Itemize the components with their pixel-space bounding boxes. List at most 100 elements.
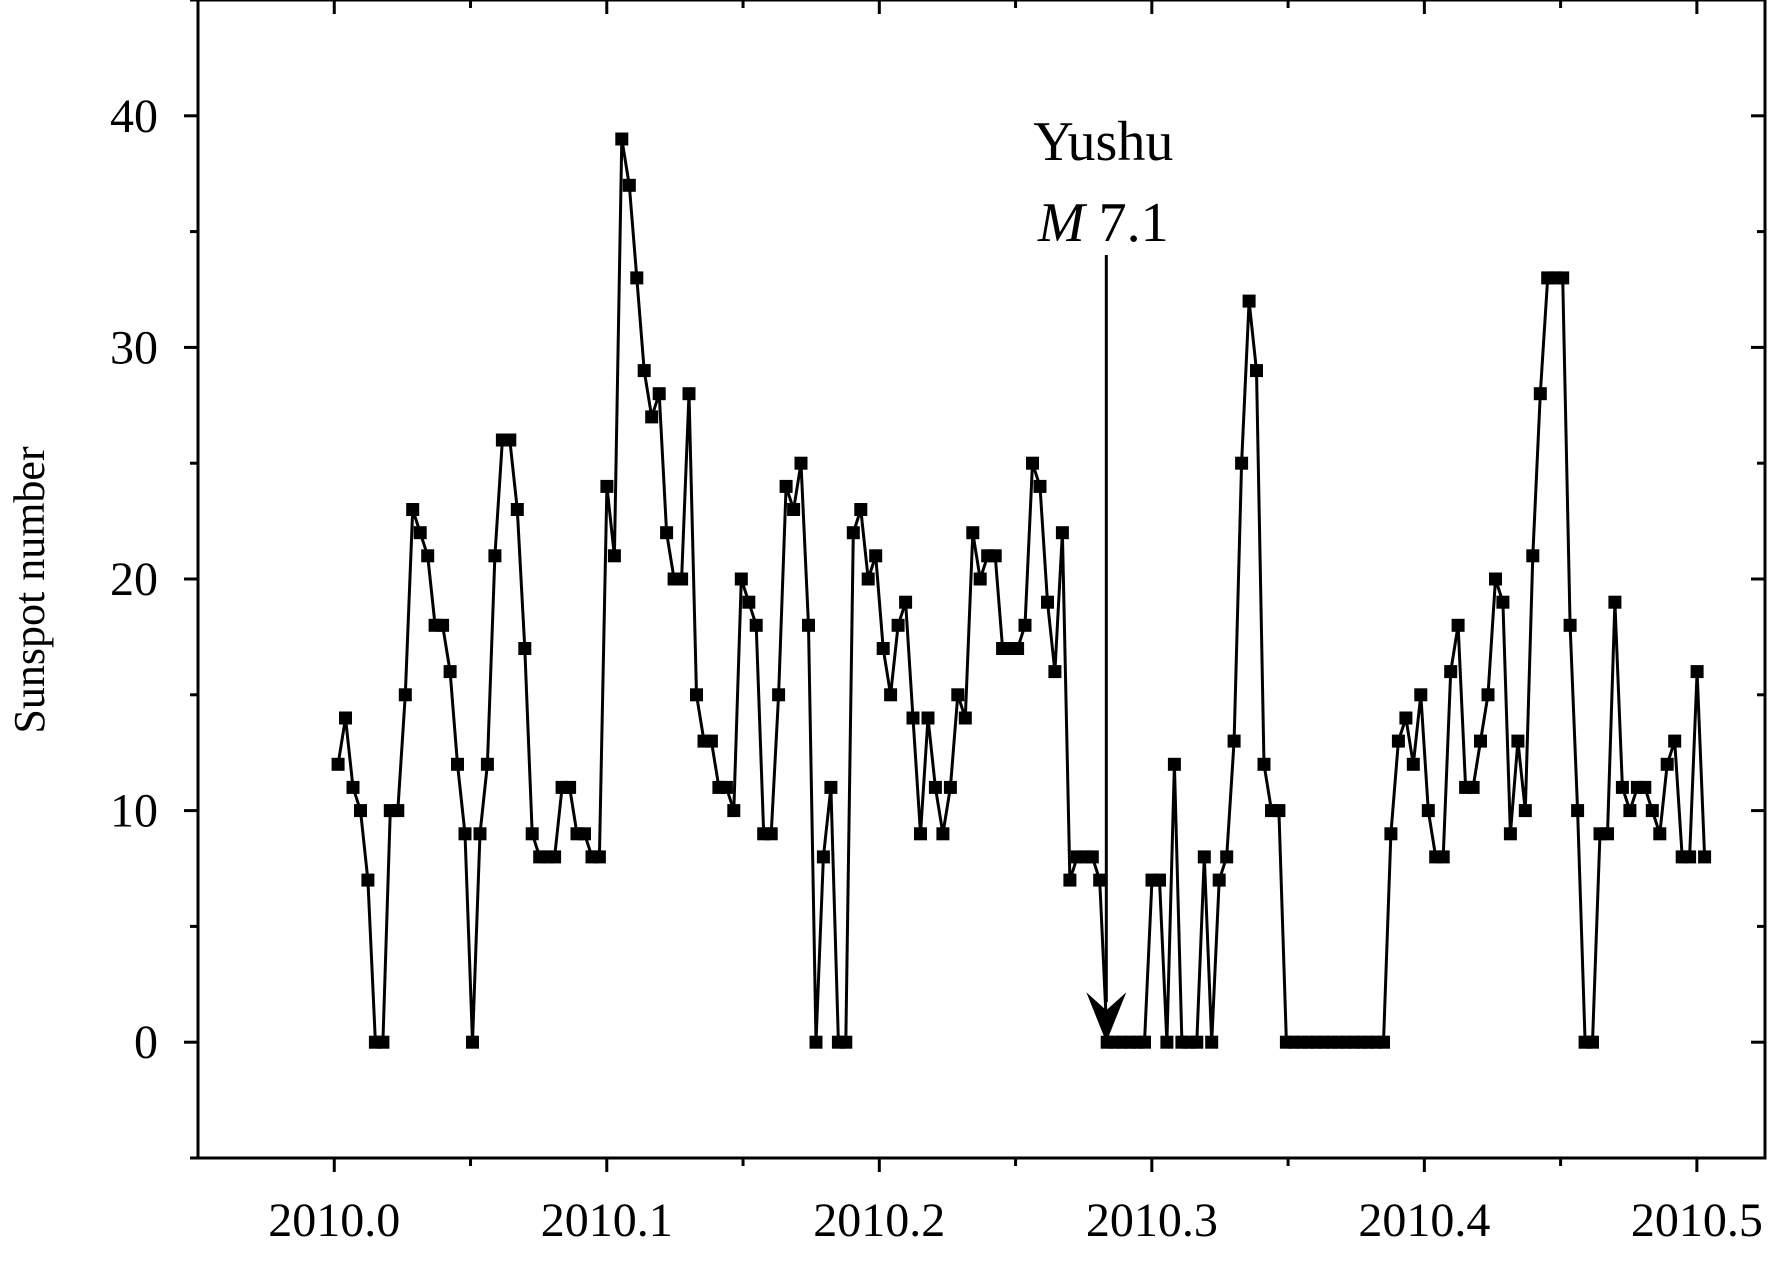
data-point — [816, 850, 830, 864]
data-point — [772, 688, 786, 702]
data-point — [779, 479, 793, 493]
data-point — [630, 271, 644, 285]
data-point — [1026, 456, 1039, 470]
data-point — [1451, 618, 1465, 632]
data-point — [1197, 850, 1211, 864]
data-point — [518, 642, 532, 655]
data-point — [1250, 364, 1263, 378]
data-point — [1093, 873, 1107, 887]
data-point — [391, 804, 405, 818]
data-point — [936, 827, 950, 841]
data-point — [742, 595, 756, 609]
data-point — [376, 1035, 390, 1049]
data-point — [794, 456, 808, 470]
data-point — [1571, 804, 1585, 818]
data-point — [1481, 688, 1495, 702]
data-point — [1668, 734, 1682, 748]
data-point — [1033, 479, 1047, 493]
data-point — [1638, 780, 1652, 794]
data-point — [600, 479, 614, 493]
data-point — [1227, 734, 1241, 748]
data-point — [548, 850, 562, 864]
data-point — [914, 827, 927, 841]
data-point — [1496, 595, 1510, 609]
data-point — [525, 827, 539, 841]
data-point — [1533, 387, 1547, 401]
data-point — [1436, 850, 1450, 864]
x-tick-label: 2010.2 — [813, 1194, 945, 1247]
data-point — [1018, 618, 1032, 632]
annotation-layer: Yushu M 7.1 — [1033, 111, 1173, 1043]
data-point — [869, 549, 883, 563]
data-point — [1563, 618, 1577, 632]
data-point — [734, 572, 748, 586]
magnitude-value: 7.1 — [1085, 192, 1169, 254]
data-point — [1160, 1035, 1174, 1049]
data-point — [943, 780, 957, 794]
data-point — [622, 178, 636, 192]
data-point — [473, 827, 487, 841]
data-point — [854, 503, 868, 516]
data-point — [1399, 711, 1413, 725]
data-point — [1153, 873, 1166, 887]
x-axis: 2010.0 2010.1 2010.2 2010.3 2010.4 2010.5 — [268, 0, 1763, 1247]
y-tick-label: 40 — [110, 90, 158, 143]
data-point — [846, 526, 860, 540]
data-point — [1586, 1035, 1599, 1049]
data-point — [921, 711, 935, 725]
data-point — [787, 503, 801, 516]
data-point — [1608, 595, 1622, 609]
data-point — [704, 734, 718, 748]
data-point — [1623, 804, 1637, 818]
data-point — [1190, 1035, 1204, 1049]
data-point — [809, 1035, 823, 1049]
data-point — [884, 688, 898, 702]
data-point — [398, 688, 412, 702]
data-point — [645, 410, 659, 424]
data-point — [1167, 757, 1181, 771]
data-point — [436, 618, 450, 632]
data-point — [1489, 572, 1502, 586]
x-tick-label: 2010.5 — [1631, 1194, 1763, 1247]
data-point — [966, 526, 980, 540]
data-point — [1444, 665, 1458, 679]
data-point — [510, 503, 524, 516]
y-tick-label: 10 — [110, 785, 158, 838]
data-point — [1421, 804, 1435, 818]
data-point — [1085, 850, 1099, 864]
magnitude-symbol: M — [1037, 192, 1088, 254]
data-point — [1503, 827, 1517, 841]
data-point — [1518, 804, 1532, 818]
data-point — [802, 618, 815, 632]
data-point — [361, 873, 375, 887]
data-point — [652, 387, 666, 401]
data-point — [1406, 757, 1420, 771]
data-point — [1041, 595, 1054, 609]
x-tick-label: 2010.4 — [1358, 1194, 1490, 1247]
data-point — [607, 549, 621, 563]
data-point — [876, 642, 890, 655]
data-point — [660, 526, 674, 540]
data-point — [1653, 827, 1667, 841]
data-point — [951, 688, 965, 702]
data-point — [1257, 757, 1271, 771]
data-point — [1272, 804, 1286, 818]
data-point — [764, 827, 778, 841]
data-point — [1660, 757, 1674, 771]
y-axis: 0 10 20 30 40 — [110, 0, 1765, 1160]
data-point — [861, 572, 875, 586]
data-point — [839, 1035, 853, 1049]
data-point — [1474, 734, 1487, 748]
data-point — [675, 572, 689, 586]
data-point — [354, 804, 367, 818]
data-point — [443, 665, 457, 679]
data-point — [1615, 780, 1629, 794]
annotation-magnitude: M 7.1 — [1037, 192, 1169, 254]
data-point — [563, 780, 577, 794]
data-point — [1377, 1035, 1390, 1049]
data-point — [1242, 294, 1256, 308]
data-point — [727, 804, 741, 818]
data-point — [466, 1035, 479, 1049]
data-point — [1601, 827, 1614, 841]
data-point — [488, 549, 502, 563]
